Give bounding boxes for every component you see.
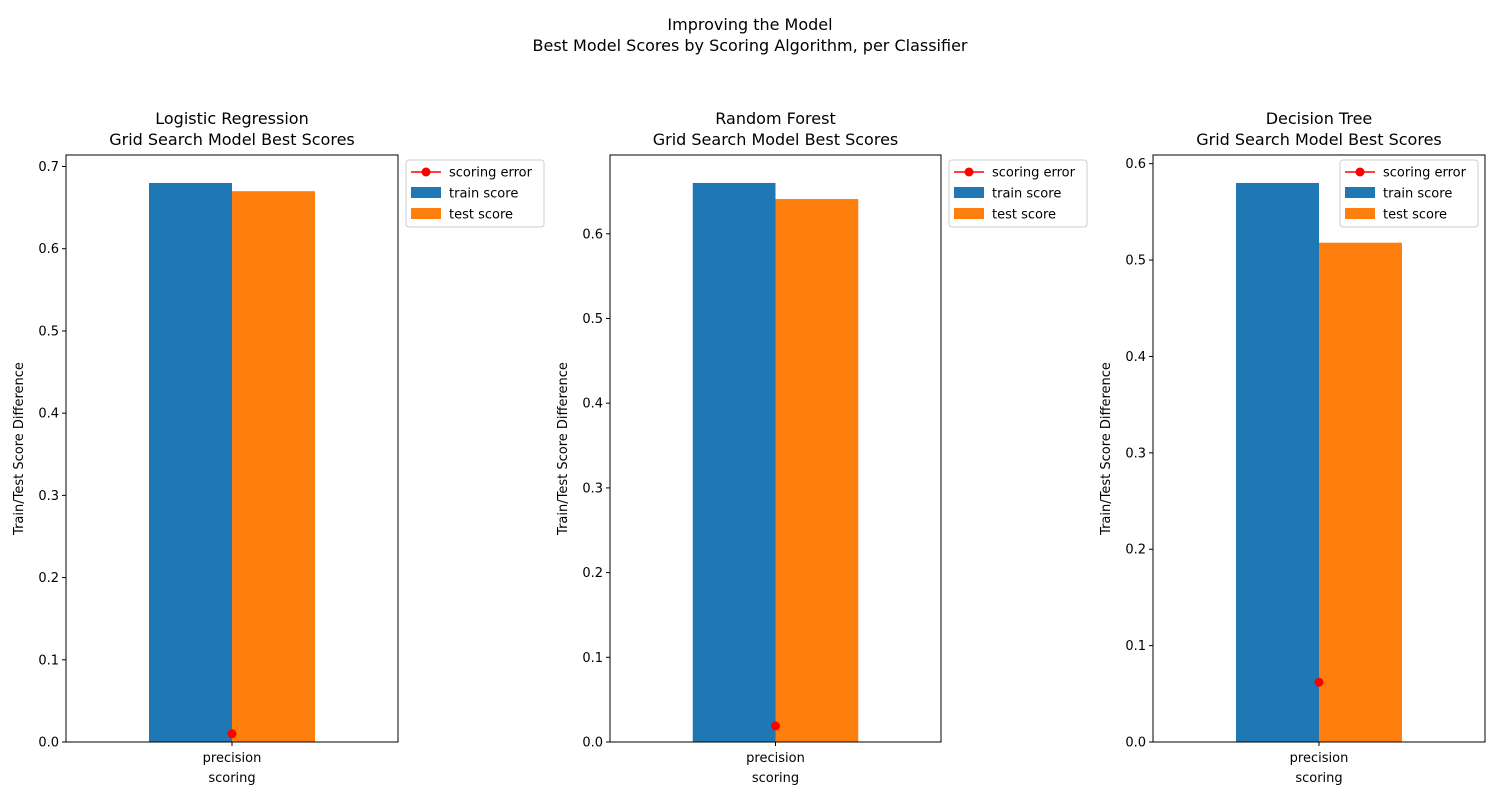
legend: scoring error train score test score xyxy=(405,159,545,228)
legend-label-train-score: train score xyxy=(1383,187,1452,202)
x-axis-label: scoring xyxy=(752,771,799,786)
chart-panel-1: Logistic Regression Grid Search Model Bes… xyxy=(12,109,545,786)
y-tick-label: 0.0 xyxy=(38,736,59,751)
y-tick-label: 0.1 xyxy=(1125,639,1146,654)
legend-scoring-error-marker xyxy=(964,167,974,177)
panel-title: Decision Tree xyxy=(1266,109,1373,128)
x-axis-label: scoring xyxy=(1295,771,1342,786)
legend-label-test-score: test score xyxy=(449,208,513,223)
scoring-error-point xyxy=(227,729,237,739)
panel-subtitle: Grid Search Model Best Scores xyxy=(1196,130,1442,149)
panel-subtitle: Grid Search Model Best Scores xyxy=(109,130,355,149)
x-axis-label: scoring xyxy=(208,771,255,786)
legend: scoring error train score test score xyxy=(1339,159,1479,228)
y-tick-label: 0.2 xyxy=(582,566,603,581)
figure-suptitle: Improving the Model Best Model Scores by… xyxy=(533,15,968,55)
y-axis-label: Train/Test Score Difference xyxy=(556,362,571,536)
legend-train-swatch xyxy=(1345,187,1375,198)
panel-subtitle: Grid Search Model Best Scores xyxy=(653,130,899,149)
test-score-bar xyxy=(232,191,315,742)
train-score-bar xyxy=(149,182,232,742)
y-tick-label: 0.3 xyxy=(582,481,603,496)
legend-label-scoring-error: scoring error xyxy=(1383,166,1467,181)
train-score-bar xyxy=(1236,182,1319,742)
y-tick-label: 0.0 xyxy=(582,736,603,751)
y-tick-label: 0.0 xyxy=(1125,736,1146,751)
y-tick-label: 0.5 xyxy=(38,324,59,339)
legend-test-swatch xyxy=(954,208,984,219)
chart-panel-3: Decision Tree Grid Search Model Best Scor… xyxy=(1099,109,1486,786)
y-tick-label: 0.4 xyxy=(1125,350,1146,365)
legend-label-scoring-error: scoring error xyxy=(449,166,533,181)
legend-label-test-score: test score xyxy=(992,208,1056,223)
y-tick-label: 0.3 xyxy=(1125,446,1146,461)
test-score-bar xyxy=(775,199,859,743)
y-tick-label: 0.1 xyxy=(38,653,59,668)
legend-train-swatch xyxy=(411,187,441,198)
x-tick-label: precision xyxy=(1290,751,1349,766)
legend-label-scoring-error: scoring error xyxy=(992,166,1076,181)
y-tick-label: 0.6 xyxy=(582,227,603,242)
scoring-error-point xyxy=(771,721,780,731)
y-tick-label: 0.4 xyxy=(38,407,59,422)
y-tick-label: 0.2 xyxy=(38,571,59,586)
y-tick-label: 0.6 xyxy=(1125,157,1146,172)
scoring-error-point xyxy=(1314,677,1324,687)
y-axis-label: Train/Test Score Difference xyxy=(1099,362,1114,536)
legend: scoring error train score test score xyxy=(948,159,1088,228)
x-tick-label: precision xyxy=(203,751,262,766)
suptitle-line-1: Improving the Model xyxy=(667,15,832,34)
panel-title: Random Forest xyxy=(715,109,835,128)
y-tick-label: 0.5 xyxy=(1125,254,1146,269)
y-tick-label: 0.5 xyxy=(582,312,603,327)
y-tick-label: 0.3 xyxy=(38,489,59,504)
x-tick-label: precision xyxy=(746,751,805,766)
y-tick-label: 0.4 xyxy=(582,397,603,412)
legend-train-swatch xyxy=(954,187,984,198)
legend-label-train-score: train score xyxy=(449,187,518,202)
chart-panel-2: Random Forest Grid Search Model Best Scor… xyxy=(556,109,1088,786)
legend-scoring-error-marker xyxy=(1355,167,1365,177)
y-tick-label: 0.1 xyxy=(582,651,603,666)
legend-scoring-error-marker xyxy=(421,167,431,177)
test-score-bar xyxy=(1319,242,1402,742)
legend-test-swatch xyxy=(411,208,441,219)
legend-test-swatch xyxy=(1345,208,1375,219)
y-tick-label: 0.6 xyxy=(38,242,59,257)
y-tick-label: 0.7 xyxy=(38,160,59,175)
legend-label-train-score: train score xyxy=(992,187,1061,202)
legend-label-test-score: test score xyxy=(1383,208,1447,223)
train-score-bar xyxy=(692,182,776,742)
panel-title: Logistic Regression xyxy=(155,109,308,128)
y-axis-label: Train/Test Score Difference xyxy=(12,362,27,536)
suptitle-line-2: Best Model Scores by Scoring Algorithm, … xyxy=(533,36,968,55)
y-tick-label: 0.2 xyxy=(1125,543,1146,558)
